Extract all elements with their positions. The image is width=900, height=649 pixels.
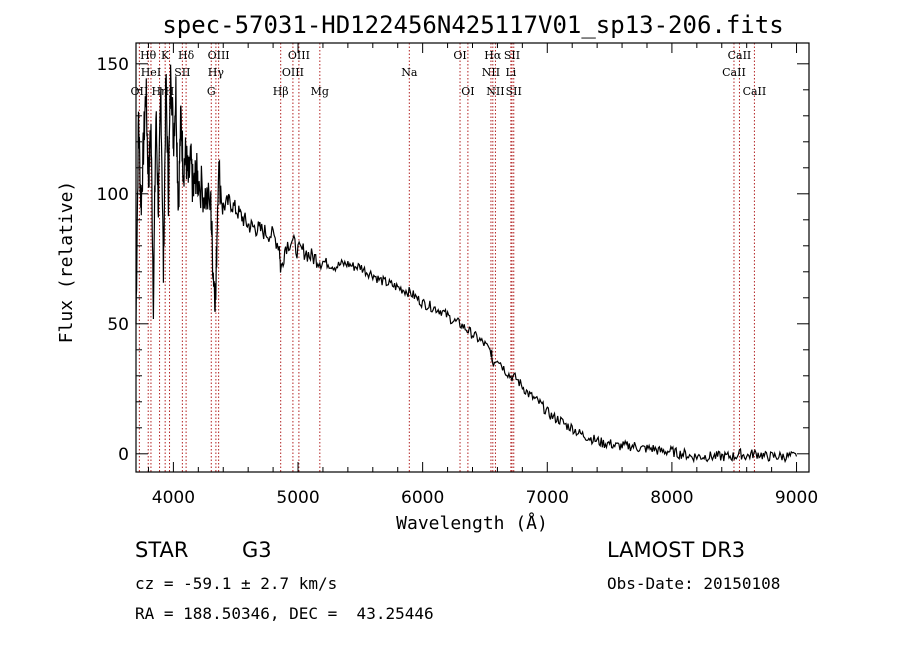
spectral-line-label: OI bbox=[453, 49, 466, 62]
spectral-line-label: Hα bbox=[484, 49, 502, 62]
x-tick-label: 9000 bbox=[775, 488, 818, 508]
plot-frame bbox=[135, 42, 810, 473]
spectral-line-label: Hθ bbox=[140, 49, 157, 62]
y-tick-label: 50 bbox=[107, 315, 129, 335]
survey-name: LAMOST DR3 bbox=[607, 538, 746, 562]
chart-title: spec-57031-HD122456N425117V01_sp13-206.f… bbox=[162, 11, 783, 39]
x-tick-label: 4000 bbox=[152, 488, 195, 508]
y-tick-label: 100 bbox=[97, 185, 129, 205]
spectral-line-label: OIII bbox=[288, 49, 310, 62]
spectral-line-label: G bbox=[207, 85, 216, 98]
spectral-line-label: OIII bbox=[282, 66, 304, 79]
spectral-line-label: CaII bbox=[743, 85, 767, 98]
x-tick-label: 5000 bbox=[276, 488, 319, 508]
spectral-line-label: SII bbox=[506, 85, 522, 98]
spectral-line-label: Li bbox=[505, 66, 516, 79]
observation-date: Obs-Date: 20150108 bbox=[607, 574, 781, 593]
y-axis-label: Flux (relative) bbox=[56, 181, 77, 344]
spectral-line-label: OII bbox=[131, 85, 149, 98]
x-tick-label: 7000 bbox=[526, 488, 569, 508]
spectrum-line bbox=[135, 64, 798, 464]
spectral-line-label: NII bbox=[486, 85, 504, 98]
spectral-line-markers bbox=[138, 43, 755, 472]
spectral-line-label: Hγ bbox=[208, 66, 225, 79]
spectral-line-label: HeI bbox=[141, 66, 161, 79]
spectral-line-label: CaII bbox=[728, 49, 752, 62]
y-axis-ticks: 0 50 100 150 bbox=[97, 55, 809, 465]
spectral-line-label: Hη bbox=[151, 85, 167, 98]
spectral-line-label: SII bbox=[174, 66, 190, 79]
object-class: STAR bbox=[135, 538, 189, 562]
spectral-line-label: NII bbox=[482, 66, 500, 79]
spectral-line-label: OI bbox=[461, 85, 474, 98]
y-tick-label: 150 bbox=[97, 55, 129, 75]
x-tick-label: 8000 bbox=[650, 488, 693, 508]
spectral-line-label: Mg bbox=[311, 85, 329, 98]
x-axis-ticks: 4000 5000 6000 7000 8000 9000 bbox=[147, 43, 818, 508]
spectral-line-label: CaII bbox=[722, 66, 746, 79]
spectral-line-label: Hβ bbox=[273, 85, 289, 98]
spectral-line-label: K bbox=[161, 49, 170, 62]
spectral-line-label: SII bbox=[504, 49, 520, 62]
x-axis-label: Wavelength (Å) bbox=[396, 512, 548, 534]
spectral-line-label: OIII bbox=[208, 49, 230, 62]
spectral-line-label: Na bbox=[401, 66, 418, 79]
x-tick-label: 6000 bbox=[401, 488, 444, 508]
spectral-line-label: H bbox=[165, 85, 175, 98]
redshift-velocity: cz = -59.1 ± 2.7 km/s bbox=[135, 574, 338, 593]
y-tick-label: 0 bbox=[118, 445, 129, 465]
coordinates: RA = 188.50346, DEC = 43.25446 bbox=[135, 604, 434, 623]
spectral-line-label: Hδ bbox=[178, 49, 195, 62]
object-subclass: G3 bbox=[242, 538, 272, 562]
spectral-line-labels: OII Hθ HeI Hη K H SII Hδ G Hγ OIII Hβ OIII OIII Mg Na OI… bbox=[131, 49, 767, 98]
